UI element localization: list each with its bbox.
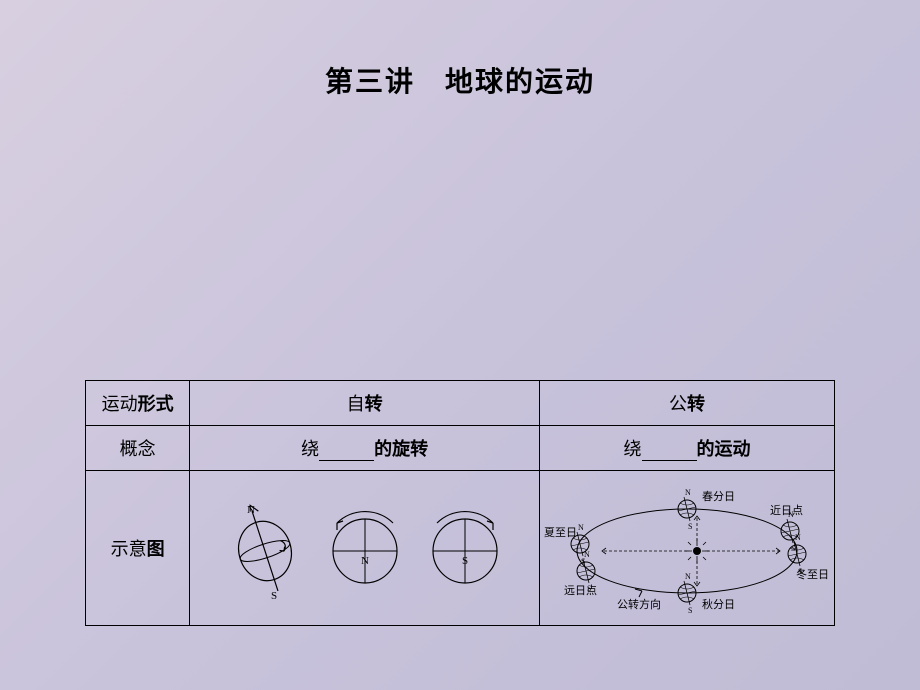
spring-s: S	[688, 522, 692, 531]
revolution-diagram-svg: N S 春分日 N S 近日点	[542, 476, 832, 621]
winter-solstice-label: 冬至日	[796, 567, 829, 581]
diagram-label-cell: 示意图	[86, 471, 190, 626]
circle2-n-label: N	[361, 555, 369, 567]
circle3-s-label: S	[462, 555, 468, 567]
revolution-diagram-cell: N S 春分日 N S 近日点	[540, 471, 835, 626]
page-title: 第三讲 地球的运动	[0, 0, 920, 100]
autumn-equinox-label: 秋分日	[702, 597, 735, 611]
aphelion-label: 远日点	[564, 584, 597, 597]
rotation-diagram-cell: N S N	[190, 471, 540, 626]
comparison-table: 运动形式 自转 公转 概念 绕的旋转 绕的运动 示意图	[85, 380, 835, 626]
concept-revolution-suffix: 的运动	[697, 439, 751, 459]
concept-rotation-cell: 绕 的旋转	[190, 426, 540, 471]
header-text: 运动	[102, 394, 138, 414]
diagram-label-prefix: 示意	[111, 539, 147, 559]
revolution-text: 公	[669, 394, 687, 414]
concept-label-cell: 概念	[86, 426, 190, 471]
globe1-n-label: N	[247, 504, 255, 516]
header-cell-rotation: 自转	[190, 381, 540, 426]
spring-n: N	[685, 488, 691, 497]
concept-rotation-prefix: 绕	[301, 439, 319, 459]
header-bold: 形式	[138, 394, 174, 414]
aph-n: N	[584, 550, 590, 559]
concept-revolution-cell: 绕 的运动	[540, 426, 835, 471]
winter-n: N	[795, 533, 801, 542]
diagram-label-bold: 图	[147, 539, 165, 559]
rotation-diagram-svg: N S N	[200, 476, 530, 621]
header-cell-form: 运动形式	[86, 381, 190, 426]
summer-n: N	[578, 523, 584, 532]
autumn-n: N	[685, 572, 691, 581]
revolution-bold: 转	[687, 394, 705, 414]
spring-equinox-label: 春分日	[702, 490, 735, 503]
globe1-s-label: S	[271, 590, 277, 602]
autumn-s: S	[688, 606, 692, 615]
concept-revolution-prefix: 绕	[624, 439, 642, 459]
rotation-bold: 转	[365, 394, 383, 414]
concept-label: 概念	[120, 439, 156, 459]
direction-label: 公转方向	[617, 597, 661, 611]
blank-revolution	[642, 443, 697, 461]
concept-rotation-suffix: 的旋转	[374, 439, 428, 459]
header-cell-revolution: 公转	[540, 381, 835, 426]
perihelion-label: 近日点	[770, 504, 803, 517]
rotation-text: 自	[347, 394, 365, 414]
summer-solstice-label: 夏至日	[544, 526, 577, 539]
blank-rotation	[319, 443, 374, 461]
